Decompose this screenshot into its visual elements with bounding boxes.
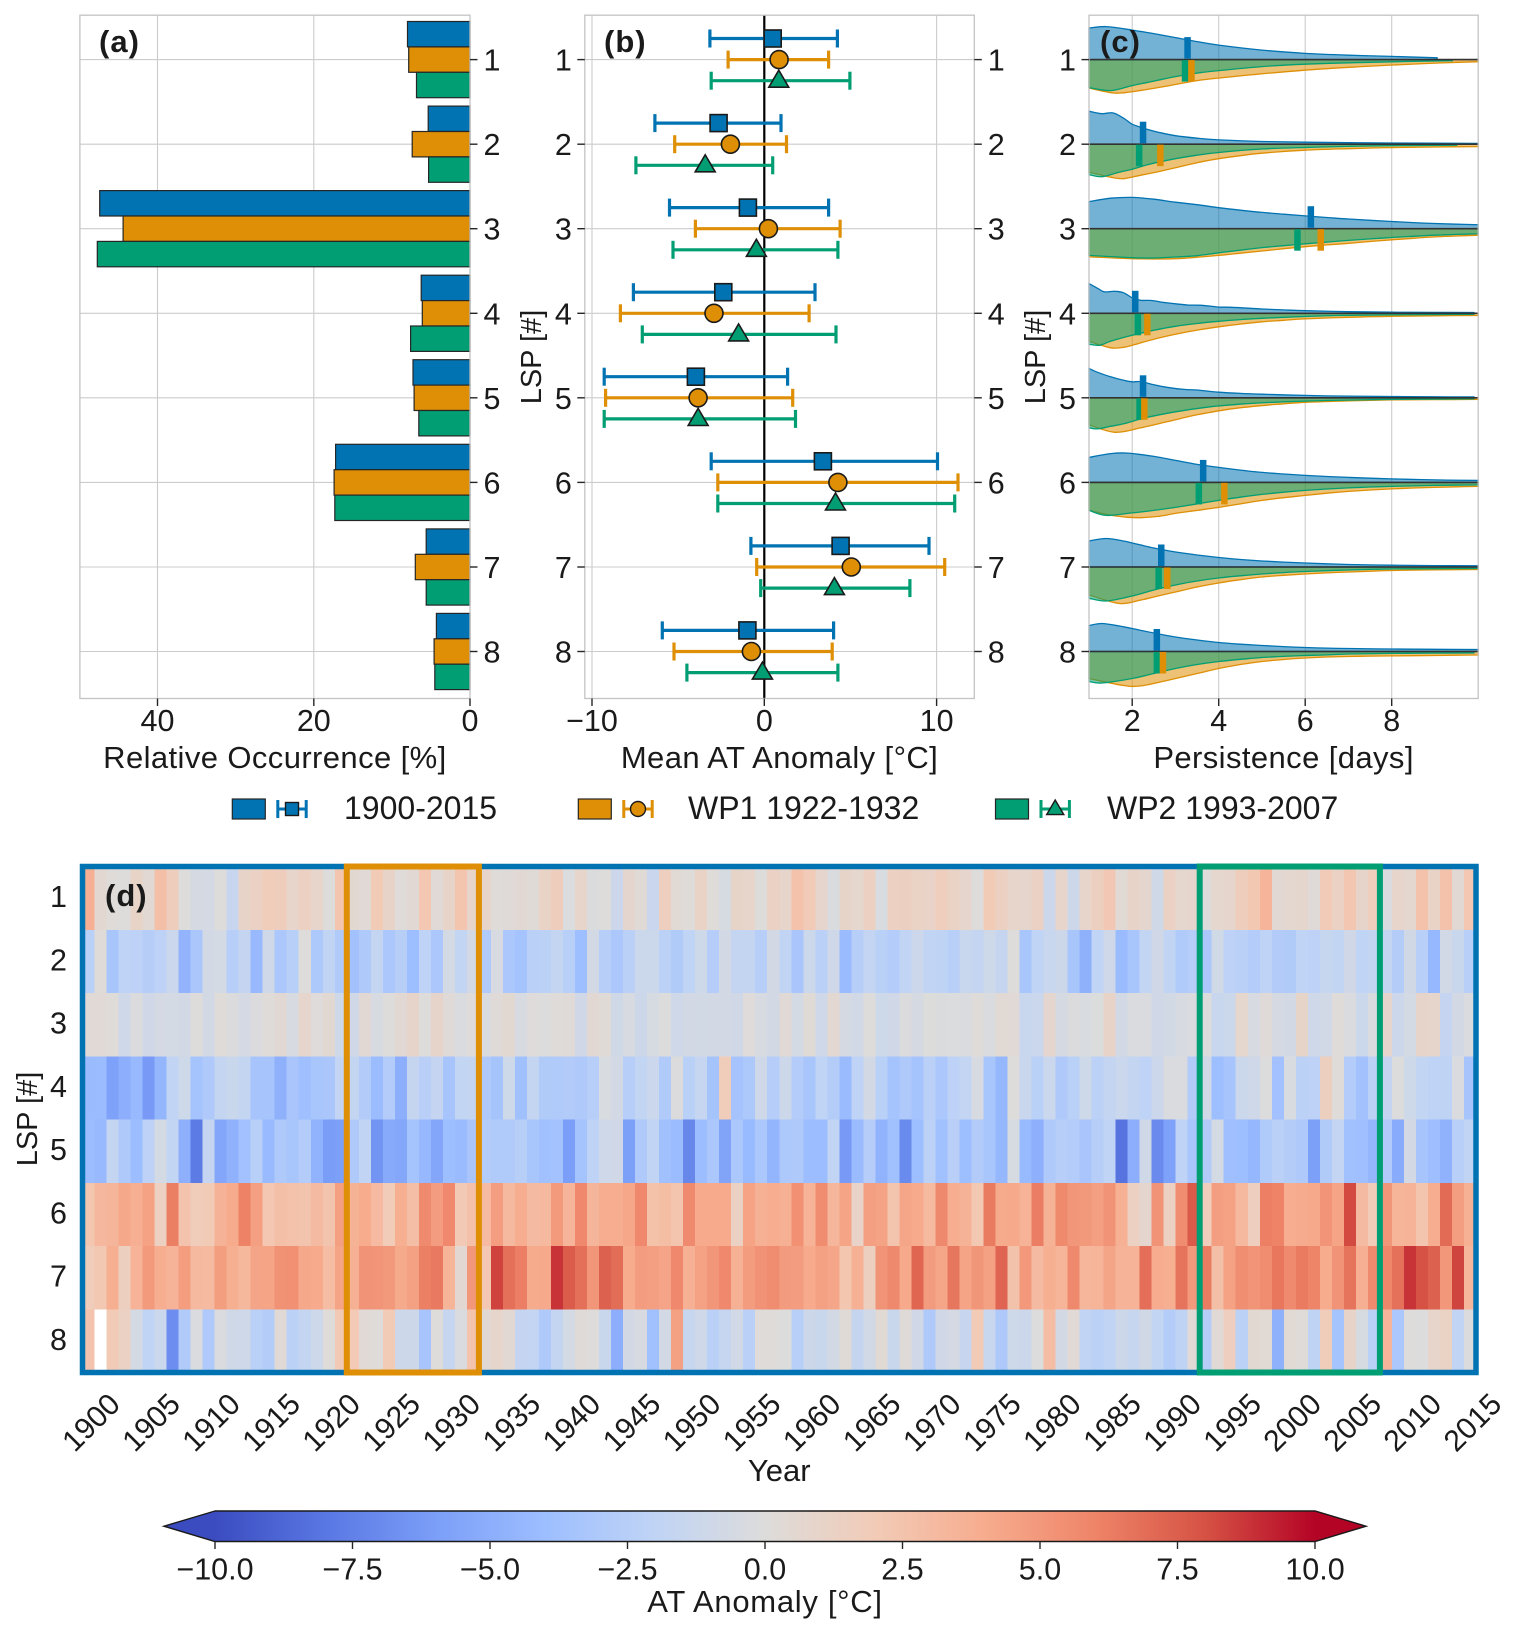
svg-text:5: 5	[555, 382, 572, 416]
svg-text:2: 2	[1059, 128, 1076, 162]
svg-text:8: 8	[50, 1323, 67, 1357]
svg-text:40: 40	[141, 704, 175, 738]
svg-text:−5.0: −5.0	[460, 1553, 520, 1587]
svg-text:8: 8	[555, 636, 572, 670]
svg-text:20: 20	[297, 704, 331, 738]
svg-text:4: 4	[484, 297, 501, 331]
svg-text:−2.5: −2.5	[597, 1553, 657, 1587]
svg-text:6: 6	[50, 1196, 67, 1230]
svg-text:3: 3	[1059, 213, 1076, 247]
svg-text:8: 8	[1383, 704, 1400, 738]
svg-text:6: 6	[555, 466, 572, 500]
svg-text:5.0: 5.0	[1019, 1553, 1061, 1587]
svg-text:1: 1	[484, 44, 501, 78]
svg-text:7: 7	[1059, 551, 1076, 585]
svg-text:Mean AT Anomaly [°C]: Mean AT Anomaly [°C]	[621, 740, 938, 775]
svg-text:7: 7	[988, 551, 1005, 585]
svg-text:5: 5	[1059, 382, 1076, 416]
svg-text:1: 1	[50, 880, 67, 914]
svg-text:3: 3	[50, 1007, 67, 1041]
svg-text:7: 7	[484, 551, 501, 585]
svg-text:4: 4	[988, 297, 1005, 331]
svg-text:1: 1	[1059, 44, 1076, 78]
svg-text:7: 7	[555, 551, 572, 585]
svg-text:(c): (c)	[1100, 24, 1141, 59]
svg-text:AT Anomaly [°C]: AT Anomaly [°C]	[647, 1584, 882, 1619]
svg-text:1: 1	[555, 44, 572, 78]
svg-text:10: 10	[920, 704, 954, 738]
svg-text:7: 7	[50, 1260, 67, 1294]
svg-text:4: 4	[1059, 297, 1076, 331]
svg-text:6: 6	[1059, 466, 1076, 500]
svg-text:8: 8	[484, 636, 501, 670]
svg-text:2: 2	[484, 128, 501, 162]
svg-text:5: 5	[988, 382, 1005, 416]
svg-text:1900-2015: 1900-2015	[344, 790, 497, 826]
svg-text:Persistence [days]: Persistence [days]	[1153, 740, 1413, 775]
svg-text:8: 8	[988, 636, 1005, 670]
svg-text:2: 2	[1124, 704, 1141, 738]
svg-text:Year: Year	[748, 1453, 811, 1488]
svg-text:8: 8	[1059, 636, 1076, 670]
svg-text:3: 3	[988, 213, 1005, 247]
svg-text:7.5: 7.5	[1156, 1553, 1198, 1587]
svg-text:WP2 1993-2007: WP2 1993-2007	[1107, 790, 1338, 826]
svg-text:LSP [#]: LSP [#]	[1020, 310, 1052, 405]
svg-text:2: 2	[988, 128, 1005, 162]
svg-text:6: 6	[484, 466, 501, 500]
svg-text:2.5: 2.5	[881, 1553, 923, 1587]
svg-text:6: 6	[1297, 704, 1314, 738]
svg-text:−10: −10	[566, 704, 618, 738]
svg-text:−10.0: −10.0	[176, 1553, 253, 1587]
svg-text:0: 0	[756, 704, 773, 738]
svg-text:0.0: 0.0	[744, 1553, 786, 1587]
svg-text:3: 3	[555, 213, 572, 247]
svg-text:LSP [#]: LSP [#]	[516, 310, 548, 405]
svg-text:2: 2	[50, 943, 67, 977]
svg-text:(a): (a)	[99, 24, 140, 59]
svg-text:2: 2	[555, 128, 572, 162]
svg-text:Relative Occurrence [%]: Relative Occurrence [%]	[103, 740, 446, 775]
svg-text:4: 4	[1210, 704, 1227, 738]
svg-text:10.0: 10.0	[1285, 1553, 1344, 1587]
svg-text:0: 0	[462, 704, 479, 738]
svg-text:5: 5	[484, 382, 501, 416]
svg-text:(b): (b)	[604, 24, 647, 59]
svg-text:LSP [#]: LSP [#]	[12, 1072, 44, 1167]
svg-text:1: 1	[988, 44, 1005, 78]
svg-text:4: 4	[555, 297, 572, 331]
svg-text:6: 6	[988, 466, 1005, 500]
svg-text:5: 5	[50, 1133, 67, 1167]
svg-text:−7.5: −7.5	[322, 1553, 382, 1587]
svg-text:WP1 1922-1932: WP1 1922-1932	[688, 790, 919, 826]
svg-text:(d): (d)	[105, 878, 148, 913]
svg-text:4: 4	[50, 1070, 67, 1104]
svg-text:3: 3	[484, 213, 501, 247]
